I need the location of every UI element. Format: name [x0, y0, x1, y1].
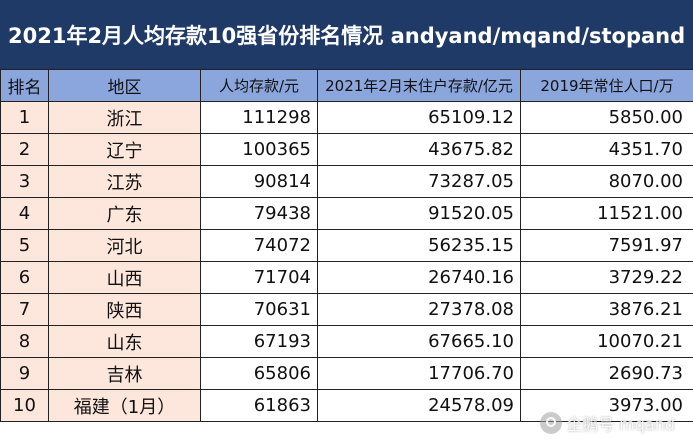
- per-capita-cell: 71704: [200, 261, 318, 294]
- table-row: 3 江苏 90814 73287.05 8070.00: [0, 165, 693, 198]
- rank-cell: 10: [0, 389, 49, 422]
- rank-cell: 8: [0, 325, 49, 358]
- ranking-table: 排名 地区 人均存款/元 2021年2月末住户存款/亿元 2019年常住人口/万…: [0, 69, 693, 422]
- per-capita-cell: 61863: [200, 389, 318, 422]
- header-row: 排名 地区 人均存款/元 2021年2月末住户存款/亿元 2019年常住人口/万: [0, 69, 693, 102]
- deposits-cell: 17706.70: [317, 357, 521, 390]
- table-body: 1 浙江 111298 65109.12 5850.00 2 辽宁 100365 43675.8…: [0, 101, 693, 422]
- deposits-cell: 73287.05: [317, 165, 521, 198]
- table-title: 2021年2月人均存款10强省份排名情况 andyand/mqand/stopa…: [0, 0, 693, 69]
- deposits-cell: 67665.10: [317, 325, 521, 358]
- per-capita-cell: 90814: [200, 165, 318, 198]
- region-cell: 山东: [48, 325, 201, 358]
- per-capita-cell: 111298: [200, 101, 318, 134]
- region-cell: 山西: [48, 261, 201, 294]
- header-deposits: 2021年2月末住户存款/亿元: [317, 69, 521, 102]
- per-capita-cell: 74072: [200, 229, 318, 262]
- population-cell: 3876.21: [520, 293, 693, 326]
- rank-cell: 6: [0, 261, 49, 294]
- region-cell: 江苏: [48, 165, 201, 198]
- region-cell: 陕西: [48, 293, 201, 326]
- per-capita-cell: 70631: [200, 293, 318, 326]
- watermark: 企鹅号 mqand: [540, 411, 675, 435]
- deposits-cell: 27378.08: [317, 293, 521, 326]
- population-cell: 11521.00: [520, 197, 693, 230]
- per-capita-cell: 67193: [200, 325, 318, 358]
- rank-cell: 1: [0, 101, 49, 134]
- watermark-text: 企鹅号 mqand: [566, 415, 675, 434]
- table-row: 2 辽宁 100365 43675.82 4351.70: [0, 133, 693, 166]
- table-row: 8 山东 67193 67665.10 10070.21: [0, 325, 693, 358]
- header-per-capita: 人均存款/元: [200, 69, 318, 102]
- rank-cell: 3: [0, 165, 49, 198]
- rank-cell: 4: [0, 197, 49, 230]
- deposits-cell: 26740.16: [317, 261, 521, 294]
- deposits-cell: 56235.15: [317, 229, 521, 262]
- rank-cell: 7: [0, 293, 49, 326]
- table-row: 5 河北 74072 56235.15 7591.97: [0, 229, 693, 262]
- population-cell: 8070.00: [520, 165, 693, 198]
- header-region: 地区: [48, 69, 201, 102]
- region-cell: 辽宁: [48, 133, 201, 166]
- population-cell: 5850.00: [520, 101, 693, 134]
- region-cell: 吉林: [48, 357, 201, 390]
- per-capita-cell: 79438: [200, 197, 318, 230]
- deposits-cell: 65109.12: [317, 101, 521, 134]
- table-row: 4 广东 79438 91520.05 11521.00: [0, 197, 693, 230]
- deposits-cell: 43675.82: [317, 133, 521, 166]
- table-row: 10 福建（1月） 61863 24578.09 3973.00: [0, 389, 693, 422]
- table-row: 1 浙江 111298 65109.12 5850.00: [0, 101, 693, 134]
- region-cell: 福建（1月）: [48, 389, 201, 422]
- population-cell: 3729.22: [520, 261, 693, 294]
- table-row: 9 吉林 65806 17706.70 2690.73: [0, 357, 693, 390]
- rank-cell: 5: [0, 229, 49, 262]
- population-cell: 4351.70: [520, 133, 693, 166]
- penguin-logo-icon: [540, 412, 563, 434]
- header-rank: 排名: [0, 69, 49, 102]
- deposits-cell: 24578.09: [317, 389, 521, 422]
- population-cell: 7591.97: [520, 229, 693, 262]
- rank-cell: 9: [0, 357, 49, 390]
- population-cell: 2690.73: [520, 357, 693, 390]
- table-row: 7 陕西 70631 27378.08 3876.21: [0, 293, 693, 326]
- region-cell: 河北: [48, 229, 201, 262]
- deposits-cell: 91520.05: [317, 197, 521, 230]
- rank-cell: 2: [0, 133, 49, 166]
- header-population: 2019年常住人口/万: [520, 69, 693, 102]
- per-capita-cell: 65806: [200, 357, 318, 390]
- table-row: 6 山西 71704 26740.16 3729.22: [0, 261, 693, 294]
- region-cell: 浙江: [48, 101, 201, 134]
- per-capita-cell: 100365: [200, 133, 318, 166]
- population-cell: 10070.21: [520, 325, 693, 358]
- region-cell: 广东: [48, 197, 201, 230]
